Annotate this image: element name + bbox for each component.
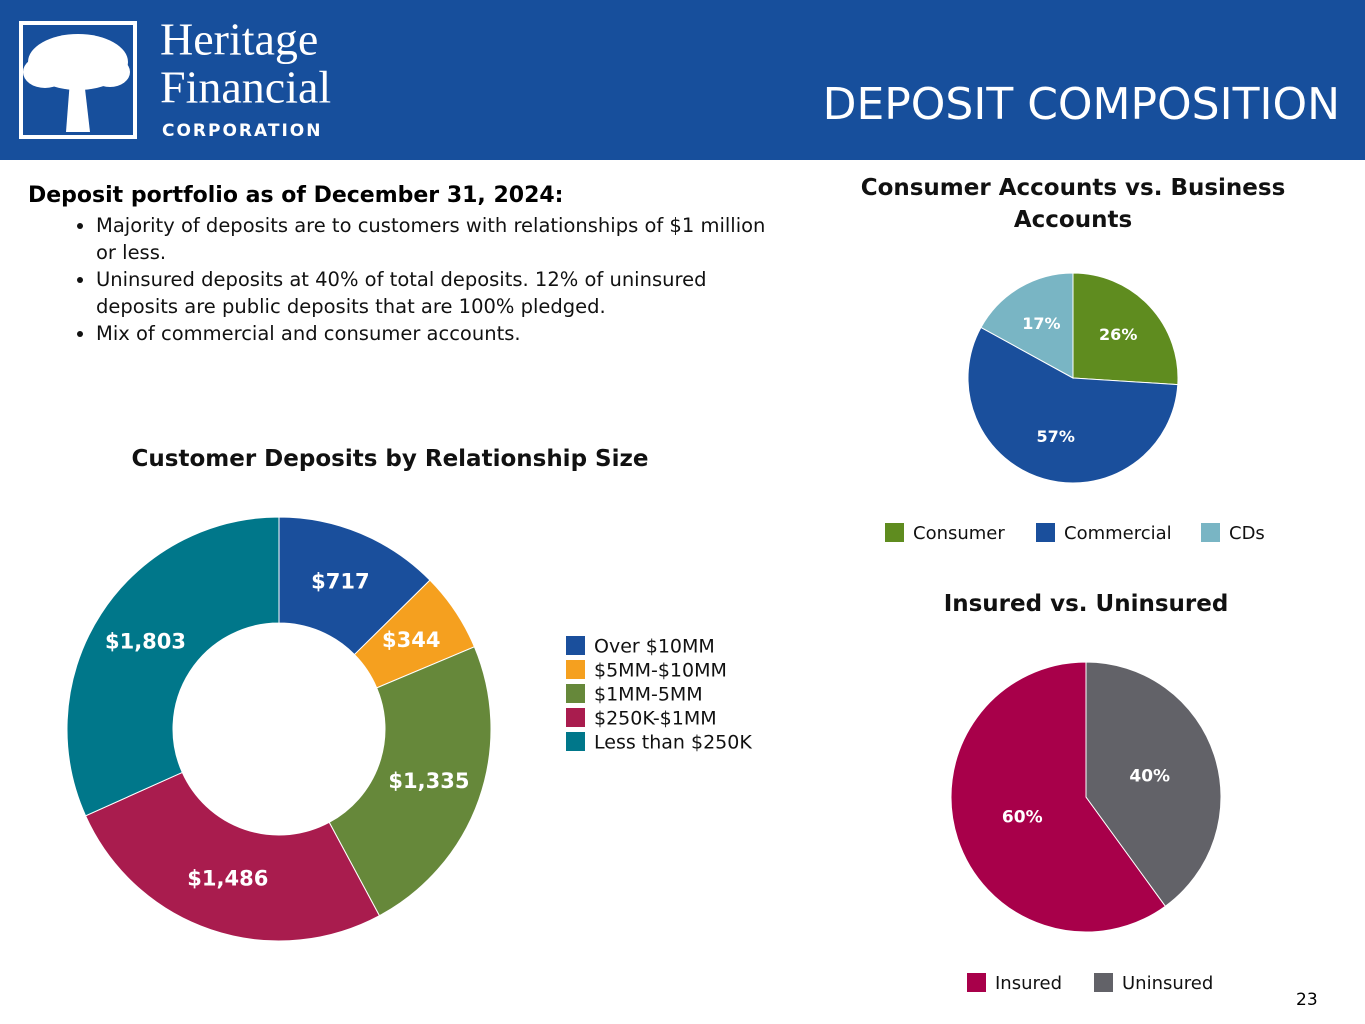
slice (1072, 272, 1179, 386)
slice (84, 771, 381, 942)
data-label: 57% (1037, 427, 1075, 446)
slice (1085, 661, 1222, 907)
chart-title: Customer Deposits by Relationship Size (131, 446, 649, 472)
data-label: 60% (1002, 808, 1043, 828)
header: Heritage Financial CORPORATION DEPOSIT C… (0, 0, 1365, 160)
data-label: $1,486 (187, 867, 268, 891)
legend-swatch (1036, 523, 1055, 542)
page-number: 23 (1296, 990, 1318, 1010)
summary: Deposit portfolio as of December 31, 202… (28, 183, 768, 347)
legend-label: Consumer (913, 523, 1005, 544)
legend-swatch (566, 660, 585, 679)
logo-frame (19, 21, 137, 139)
bullet: Mix of commercial and consumer accounts. (96, 320, 768, 347)
bullet: Uninsured deposits at 40% of total depos… (96, 266, 768, 320)
slice (66, 516, 280, 817)
legend-label: Commercial (1064, 523, 1172, 544)
legend-label: CDs (1229, 523, 1265, 544)
legend-label: Insured (995, 973, 1062, 994)
slice (980, 272, 1074, 379)
legend-label: Less than $250K (594, 732, 752, 754)
legend-label: Uninsured (1122, 973, 1213, 994)
data-label: $344 (382, 628, 440, 652)
logo-tree (23, 34, 130, 132)
logo-text: Heritage (160, 14, 318, 65)
data-label: $717 (311, 569, 369, 593)
summary-heading: Deposit portfolio as of December 31, 202… (28, 183, 564, 208)
legend-swatch (566, 684, 585, 703)
legend-swatch (1201, 523, 1220, 542)
legend-label: $5MM-$10MM (594, 660, 727, 682)
data-label: 40% (1129, 766, 1170, 786)
legend-swatch (566, 636, 585, 655)
legend-swatch (1094, 973, 1113, 992)
legend-swatch (566, 732, 585, 751)
data-label: 17% (1022, 314, 1060, 333)
legend-swatch (566, 708, 585, 727)
slice (328, 646, 492, 917)
logo-text: CORPORATION (162, 121, 322, 141)
legend-label: Over $10MM (594, 636, 715, 658)
bullet-list: Majority of deposits are to customers wi… (28, 212, 768, 347)
bullet: Majority of deposits are to customers wi… (96, 212, 768, 266)
slice (950, 661, 1167, 933)
data-label: $1,335 (388, 769, 469, 793)
chart-title: Insured vs. Uninsured (943, 591, 1229, 617)
legend-label: $1MM-5MM (594, 684, 703, 706)
logo: Heritage Financial CORPORATION DEPOSIT C… (19, 14, 1340, 141)
slice (967, 326, 1179, 484)
logo-text: Financial (160, 62, 331, 113)
chart-title: Consumer Accounts vs. Business Accounts (860, 175, 1286, 233)
data-label: 26% (1099, 325, 1137, 344)
data-label: $1,803 (105, 630, 186, 654)
page-title: DEPOSIT COMPOSITION (823, 79, 1340, 130)
legend-label: $250K-$1MM (594, 708, 717, 730)
legend-swatch (885, 523, 904, 542)
legend-swatch (967, 973, 986, 992)
